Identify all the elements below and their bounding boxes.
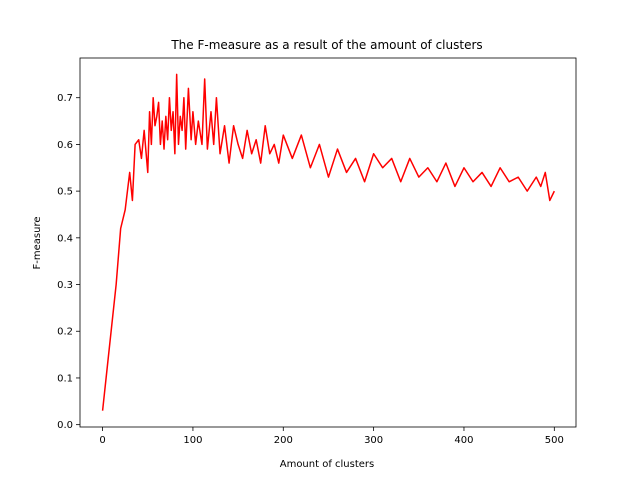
y-tick-label: 0.2 [57, 327, 73, 338]
x-tick-label: 400 [454, 435, 473, 446]
x-axis-label: Amount of clusters [280, 459, 375, 470]
chart-title: The F-measure as a result of the amount … [170, 38, 482, 52]
plot-frame [79, 57, 577, 428]
y-axis-label: F-measure [32, 217, 43, 270]
y-axis: 0.0 0.1 0.2 0.3 0.4 0.5 0.6 0.7 [57, 93, 80, 431]
y-tick-label: 0.4 [57, 233, 73, 244]
y-tick-label: 0.6 [57, 140, 73, 151]
x-tick-label: 0 [99, 435, 105, 446]
y-tick-label: 0.0 [57, 420, 73, 431]
y-tick-label: 0.3 [57, 280, 73, 291]
series-line [101, 73, 555, 411]
x-tick-label: 500 [545, 435, 564, 446]
y-tick-label: 0.5 [57, 187, 73, 198]
plot-area [79, 57, 577, 428]
x-tick-label: 300 [364, 435, 383, 446]
y-tick-label: 0.1 [57, 373, 73, 384]
x-tick-label: 100 [183, 435, 202, 446]
x-tick-label: 200 [274, 435, 293, 446]
y-tick-label: 0.7 [57, 93, 73, 104]
x-axis: 0 100 200 300 400 500 [99, 427, 564, 446]
